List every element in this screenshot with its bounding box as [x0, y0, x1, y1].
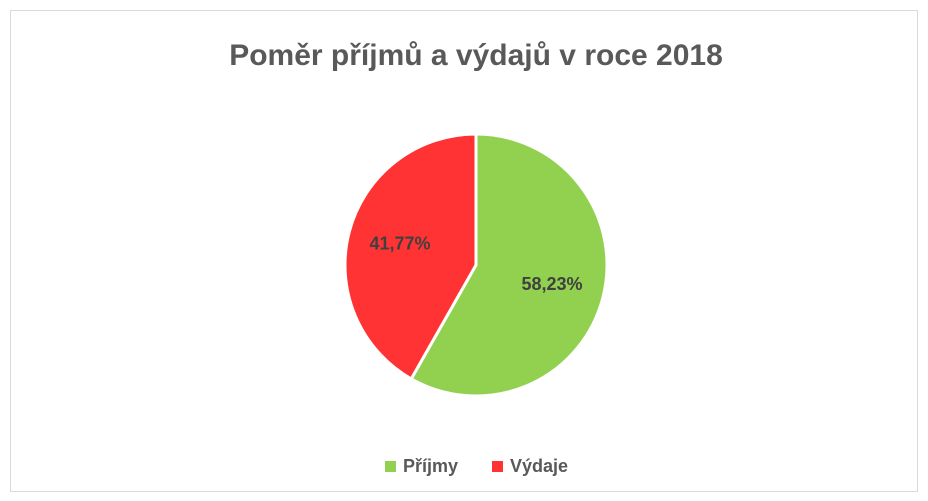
chart-title: Poměr příjmů a výdajů v roce 2018 — [229, 39, 723, 72]
legend-swatch — [492, 461, 503, 472]
legend-label: Výdaje — [510, 456, 568, 476]
pie-slice — [343, 132, 478, 381]
pie-slice — [409, 132, 609, 398]
data-label: 41,77% — [369, 234, 430, 254]
data-label: 58,23% — [521, 274, 582, 294]
legend-label: Příjmy — [403, 456, 458, 476]
legend-swatch — [385, 461, 396, 472]
